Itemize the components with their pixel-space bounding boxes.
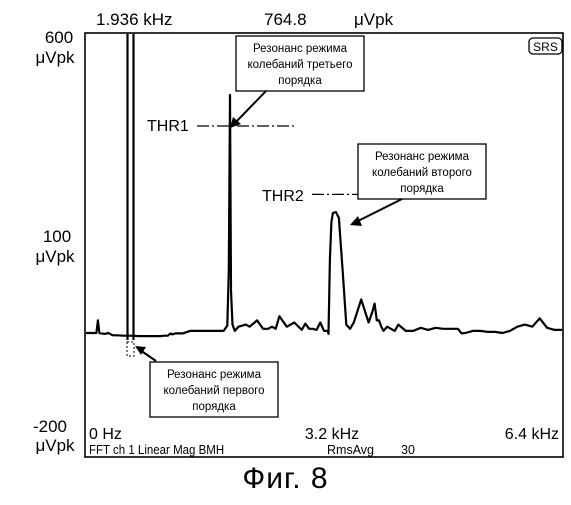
annotation-first-order-line2: колебаний первого [163, 385, 264, 397]
annotation-arrow-second-order [356, 199, 402, 222]
annotation-first-order-line3: порядка [192, 401, 236, 413]
y-tick-bottom-unit: μVpk [35, 436, 75, 455]
annotation-first-order-line1: Резонанс режима [167, 369, 262, 381]
y-tick-bottom-value: -200 [33, 417, 67, 436]
y-tick-top-value: 600 [45, 28, 73, 47]
annotation-second-order-line3: порядка [400, 183, 444, 195]
first-order-peak [128, 34, 134, 340]
first-order-marker [127, 342, 134, 356]
footer-info: FFT ch 1 Linear Mag BMH [89, 443, 224, 458]
x-tick-end: 6.4 kHz [505, 426, 559, 443]
footer-avg-label: RmsAvg [327, 443, 374, 457]
marker-value: 764.8 [264, 10, 307, 29]
annotation-third-order-line2: колебаний третьего [247, 59, 352, 71]
footer-avg-count: 30 [401, 443, 415, 457]
annotation-second-order-line1: Резонанс режима [375, 151, 470, 163]
annotation-second-order-line2: колебаний второго [372, 167, 472, 179]
y-tick-top-unit: μVpk [35, 48, 75, 67]
annotation-third-order-line1: Резонанс режима [253, 43, 348, 55]
x-tick-mid: 3.2 kHz [305, 426, 359, 443]
marker-frequency: 1.936 kHz [96, 10, 173, 29]
threshold-label-1: THR1 [147, 118, 189, 135]
annotation-third-order-line3: порядка [278, 75, 322, 87]
srs-badge: SRS [533, 40, 558, 54]
marker-unit: μVpk [354, 10, 394, 29]
figure-caption: Фиг. 8 [0, 462, 571, 496]
x-tick-start: 0 Hz [89, 426, 122, 443]
y-tick-mid-value: 100 [43, 227, 71, 246]
y-tick-mid-unit: μVpk [35, 247, 75, 266]
annotation-arrow-third-order [234, 91, 266, 124]
threshold-label-2: THR2 [262, 188, 304, 205]
